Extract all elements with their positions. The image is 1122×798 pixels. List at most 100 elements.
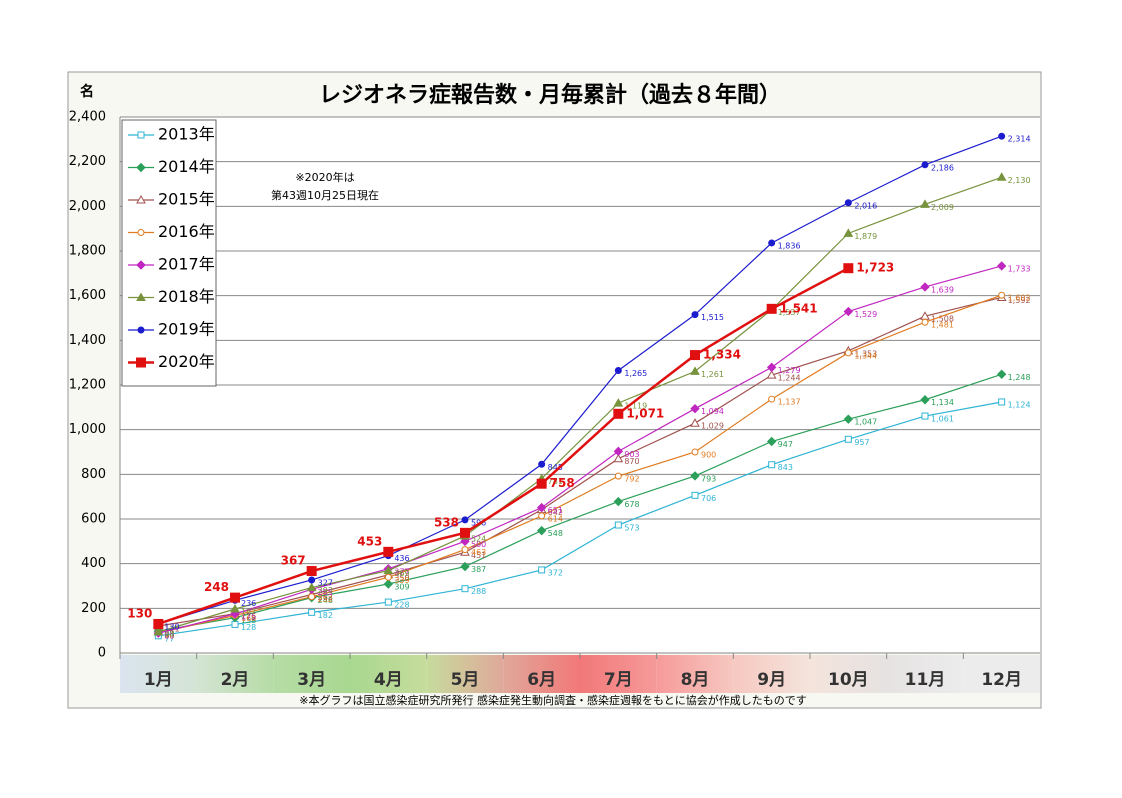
x-tick-label: 3月 [297, 670, 326, 690]
value-label: 1,344 [854, 351, 877, 360]
x-tick-label: 2月 [221, 670, 250, 690]
marker [308, 593, 316, 601]
y-unit: 名 [80, 83, 94, 100]
marker [921, 161, 929, 169]
chart-title: レジオネラ症報告数・月毎累計（過去８年間） [319, 82, 781, 108]
marker [137, 229, 145, 236]
legend-label: 2018年 [158, 287, 215, 306]
marker [613, 453, 624, 463]
value-label: 678 [624, 500, 639, 509]
value-label: 285 [318, 588, 333, 597]
marker [766, 436, 777, 447]
marker [460, 561, 470, 572]
month-band [580, 655, 657, 693]
value-label: 248 [318, 596, 333, 605]
y-tick-label: 600 [81, 512, 106, 527]
value-label: 372 [548, 568, 563, 577]
value-label: 436 [394, 554, 409, 563]
value-label: 327 [318, 578, 333, 587]
y-tick-label: 800 [81, 467, 106, 482]
x-tick-label: 8月 [681, 670, 710, 690]
marker [921, 412, 929, 420]
source-note: ※本グラフは国立感染症研究所発行 感染症発生動向調査・感染症週報をもとに協会が作… [299, 693, 807, 707]
marker [843, 263, 854, 274]
series-line [158, 265, 1002, 634]
marker [768, 239, 776, 247]
marker [691, 311, 699, 319]
value-label: 1,124 [1008, 400, 1031, 409]
marker [306, 582, 317, 592]
marker [844, 435, 852, 443]
marker [136, 260, 146, 270]
marker [137, 131, 145, 139]
marker [536, 525, 547, 536]
value-label: 2,009 [931, 203, 954, 212]
value-label: 1,094 [701, 407, 724, 416]
value-label: 1,836 [778, 241, 801, 250]
marker [691, 448, 699, 456]
value-label: 548 [548, 529, 563, 538]
value-label: 130 [164, 622, 179, 631]
value-label: 1,733 [1008, 264, 1031, 273]
value-label: 94 [164, 631, 174, 640]
marker [460, 536, 470, 547]
value-label: 176 [241, 612, 256, 621]
marker [768, 461, 776, 469]
month-band [503, 655, 580, 693]
y-tick-label: 1,800 [69, 244, 106, 259]
marker [136, 194, 146, 204]
marker [766, 303, 777, 314]
y-tick-label: 2,400 [69, 110, 106, 125]
value-label: 248 [204, 580, 229, 594]
month-band [656, 655, 734, 693]
value-label: 236 [241, 599, 256, 608]
series-line [158, 294, 1002, 634]
value-label: 197 [241, 608, 256, 617]
marker [768, 395, 776, 403]
value-label: 121 [164, 624, 179, 633]
marker [921, 318, 929, 326]
marker [461, 585, 469, 593]
annotation: ※2020年は [295, 170, 354, 184]
value-label: 1,071 [626, 406, 664, 420]
marker [137, 326, 145, 334]
marker [153, 618, 164, 629]
value-label: 288 [471, 587, 486, 596]
series-line [157, 267, 849, 626]
series-line [158, 296, 1002, 627]
value-label: 1,137 [778, 398, 801, 407]
value-label: 77 [164, 634, 174, 643]
value-label: 1,515 [701, 313, 724, 322]
marker [153, 626, 164, 636]
value-label: 463 [471, 548, 486, 557]
y-tick-label: 1,400 [69, 333, 106, 348]
marker [996, 369, 1007, 379]
series-line [158, 373, 1002, 632]
marker [306, 566, 317, 577]
value-label: 1,244 [778, 374, 801, 383]
month-band [350, 655, 427, 693]
value-label: 369 [394, 569, 409, 578]
marker [536, 502, 547, 513]
marker [844, 199, 852, 207]
value-label: 1,061 [931, 415, 954, 424]
value-label: 1,248 [1008, 373, 1031, 382]
value-label: 98 [164, 630, 174, 639]
marker [766, 362, 777, 373]
value-label: 1,592 [1008, 296, 1031, 305]
value-label: 957 [854, 438, 869, 447]
month-band [963, 655, 1040, 693]
month-band [733, 655, 810, 693]
marker [383, 565, 394, 575]
marker [766, 370, 777, 379]
value-label: 1,879 [854, 232, 877, 241]
marker [538, 460, 546, 468]
value-label: 1,047 [854, 418, 877, 427]
y-tick-label: 1,200 [69, 378, 106, 393]
value-label: 642 [548, 508, 563, 517]
marker [920, 282, 930, 292]
marker [996, 261, 1007, 271]
legend-label: 2020年 [158, 352, 215, 371]
month-band [810, 655, 887, 693]
